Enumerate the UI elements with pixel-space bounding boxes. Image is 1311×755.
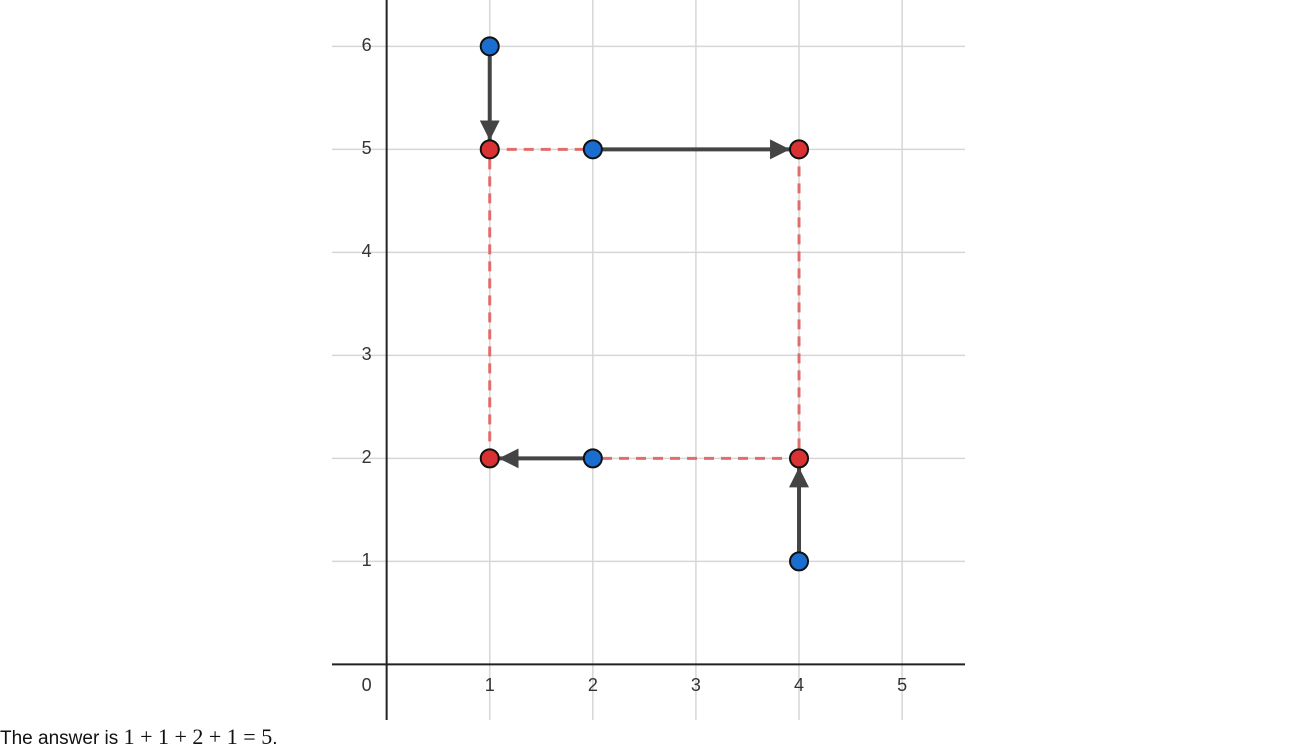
y-tick-label: 3 (362, 344, 372, 364)
x-tick-label: 3 (691, 675, 701, 695)
arrows (479, 46, 810, 562)
y-tick-label: 1 (362, 550, 372, 570)
grid (332, 0, 965, 720)
x-tick-label: 2 (588, 675, 598, 695)
y-tick-label: 5 (362, 138, 372, 158)
point (789, 551, 810, 572)
points (479, 36, 810, 572)
x-tick-label: 1 (485, 675, 495, 695)
y-tick-label: 2 (362, 447, 372, 467)
point (479, 139, 500, 160)
axes: 0 1 2 3 4 5 1 2 3 4 5 6 (332, 0, 965, 720)
x-tick-label: 5 (897, 675, 907, 695)
x-tick-label: 0 (362, 675, 372, 695)
caption: The answer is 1 + 1 + 2 + 1 = 5. (0, 724, 277, 750)
point (479, 36, 500, 57)
point (582, 139, 603, 160)
y-tick-label: 4 (362, 241, 372, 261)
point (789, 139, 810, 160)
caption-text: The answer is (0, 728, 119, 749)
x-tick-label: 4 (794, 675, 804, 695)
chart: 0 1 2 3 4 5 1 2 3 4 5 6 (332, 0, 965, 720)
point (582, 448, 603, 469)
point (479, 448, 500, 469)
caption-math: 1 + 1 + 2 + 1 = 5 (123, 724, 273, 749)
outline (488, 147, 801, 460)
caption-end: . (272, 728, 278, 749)
y-tick-label: 6 (362, 35, 372, 55)
point (789, 448, 810, 469)
